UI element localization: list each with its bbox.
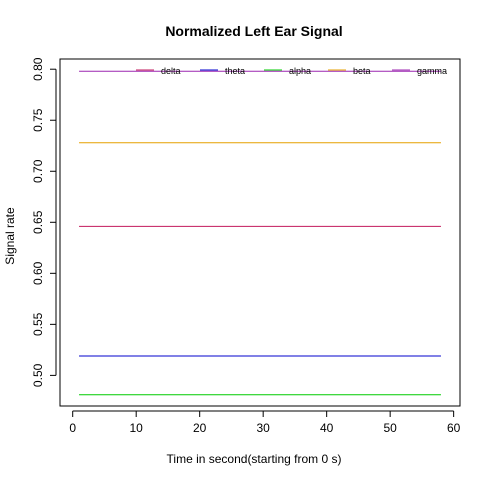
legend-label-gamma: gamma xyxy=(417,66,447,76)
x-tick-label: 30 xyxy=(256,421,270,435)
y-tick-label: 0.50 xyxy=(31,363,45,387)
plot-area xyxy=(79,70,441,396)
legend-label-alpha: alpha xyxy=(289,66,311,76)
x-axis: 0 10 20 30 40 50 60 xyxy=(69,410,461,435)
legend-label-beta: beta xyxy=(353,66,371,76)
x-tick-label: 50 xyxy=(383,421,397,435)
y-tick-label: 0.55 xyxy=(31,312,45,336)
y-tick-label: 0.80 xyxy=(31,57,45,81)
y-tick-label: 0.65 xyxy=(31,210,45,234)
legend-label-theta: theta xyxy=(225,66,245,76)
x-tick-label: 40 xyxy=(320,421,334,435)
y-axis: 0.50 0.55 0.60 0.65 0.70 0.75 0.80 xyxy=(31,57,57,387)
x-tick-label: 10 xyxy=(130,421,144,435)
y-axis-label: Signal rate xyxy=(3,207,17,265)
legend: delta theta alpha beta gamma xyxy=(136,66,447,76)
y-tick-label: 0.75 xyxy=(31,108,45,132)
chart-title: Normalized Left Ear Signal xyxy=(165,23,342,39)
legend-label-delta: delta xyxy=(161,66,181,76)
plot-frame xyxy=(59,58,461,407)
y-tick-label: 0.70 xyxy=(31,159,45,183)
y-tick-label: 0.60 xyxy=(31,261,45,285)
x-tick-label: 0 xyxy=(69,421,76,435)
x-tick-label: 60 xyxy=(447,421,461,435)
x-axis-label: Time in second(starting from 0 s) xyxy=(167,452,342,466)
x-tick-label: 20 xyxy=(193,421,207,435)
